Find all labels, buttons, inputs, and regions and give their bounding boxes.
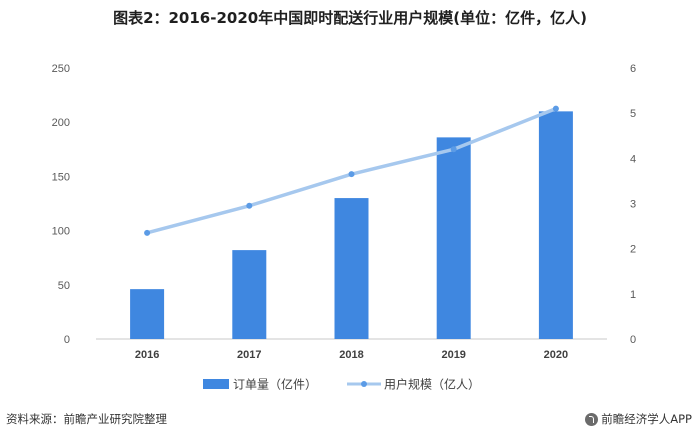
chart-title: 图表2：2016-2020年中国即时配送行业用户规模(单位：亿件，亿人) <box>113 9 587 27</box>
line-point <box>144 229 151 236</box>
legend-bar-label: 订单量（亿件） <box>233 377 317 392</box>
x-tick-label: 2018 <box>339 349 363 361</box>
brand-credit: 前瞻经济学人APP <box>585 411 692 427</box>
line-point <box>552 105 559 112</box>
line-point <box>348 171 355 178</box>
left-tick-label: 150 <box>52 171 70 183</box>
left-tick-label: 100 <box>52 226 70 238</box>
right-tick-label: 2 <box>630 244 636 256</box>
bar <box>538 111 573 339</box>
x-tick-label: 2020 <box>544 349 568 361</box>
left-tick-label: 0 <box>64 334 70 346</box>
right-tick-label: 1 <box>630 289 636 301</box>
line-series <box>144 105 559 236</box>
right-tick-label: 4 <box>630 153 636 165</box>
line-point <box>450 146 457 153</box>
line-point <box>246 202 253 209</box>
brand-logo-icon <box>585 412 599 426</box>
legend-line-marker <box>361 381 367 387</box>
legend: 订单量（亿件） 用户规模（亿人） <box>203 377 480 392</box>
bar <box>232 250 267 339</box>
left-tick-label: 50 <box>58 280 70 292</box>
source-note: 资料来源：前瞻产业研究院整理 <box>6 412 167 426</box>
right-tick-label: 6 <box>630 63 636 75</box>
x-axis-ticks: 2016 2017 2018 2019 2020 <box>135 349 568 361</box>
left-tick-label: 200 <box>52 117 70 129</box>
right-tick-label: 0 <box>630 334 636 346</box>
x-tick-label: 2019 <box>441 349 465 361</box>
bar <box>436 137 471 339</box>
legend-line-label: 用户规模（亿人） <box>384 377 480 392</box>
right-axis-ticks: 0 1 2 3 4 5 6 <box>630 63 636 346</box>
legend-bar-swatch <box>203 379 229 389</box>
right-tick-label: 3 <box>630 199 636 211</box>
bar <box>334 198 369 339</box>
x-tick-label: 2017 <box>237 349 261 361</box>
bar <box>130 289 165 339</box>
left-axis-ticks: 0 50 100 150 200 250 <box>52 63 70 346</box>
brand-name: 前瞻经济学人APP <box>601 412 692 426</box>
right-tick-label: 5 <box>630 108 636 120</box>
bar-series <box>130 111 573 339</box>
left-tick-label: 250 <box>52 63 70 75</box>
x-tick-label: 2016 <box>135 349 159 361</box>
